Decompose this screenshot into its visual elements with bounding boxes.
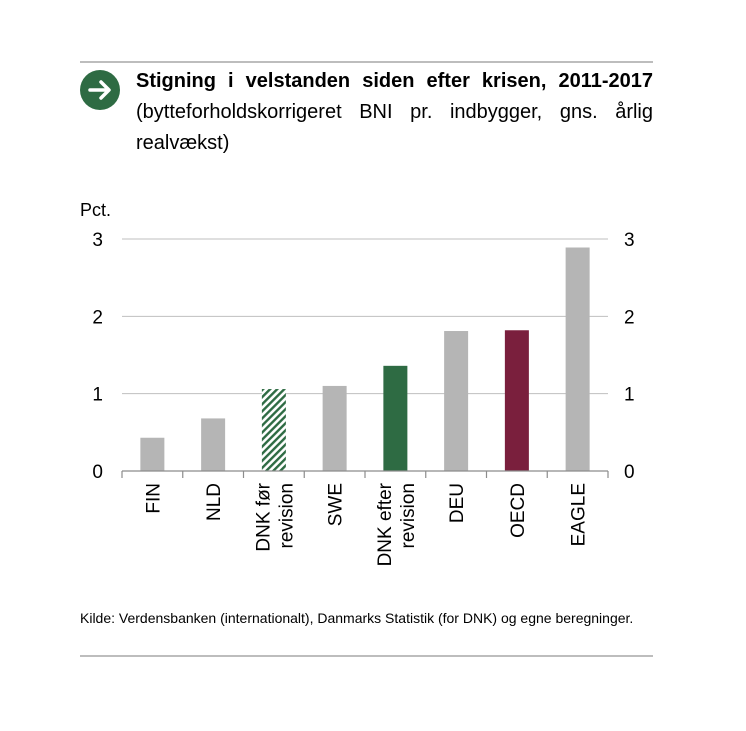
- chart-title-subtitle: (bytteforholdskorrigeret BNI pr. indbygg…: [136, 101, 653, 154]
- top-rule: [80, 61, 653, 63]
- chart-title-bold: Stigning i velstanden siden efter krisen…: [136, 70, 653, 92]
- y-tick-label-left: 0: [92, 462, 103, 483]
- chart-title: Stigning i velstanden siden efter krisen…: [136, 66, 653, 159]
- y-tick-label-left: 1: [92, 385, 103, 406]
- x-tick-label: DEU: [447, 483, 468, 523]
- x-tick-label: DNK før: [253, 482, 274, 551]
- x-tick-label: revision: [276, 483, 297, 548]
- bar-nld: [201, 418, 226, 471]
- y-axis-title: Pct.: [80, 200, 111, 220]
- x-tick-label: DNK efter: [375, 482, 396, 566]
- arrow-right-icon: [80, 70, 120, 110]
- bar-swe: [322, 385, 347, 471]
- x-tick-label: SWE: [326, 483, 347, 526]
- y-tick-label-right: 1: [624, 385, 635, 406]
- x-tick-label: NLD: [204, 483, 225, 521]
- y-tick-label-right: 2: [624, 307, 635, 328]
- y-tick-label-left: 2: [92, 307, 103, 328]
- y-tick-label-right: 3: [624, 230, 635, 251]
- y-tick-label-right: 0: [624, 462, 635, 483]
- x-tick-label: OECD: [508, 483, 529, 538]
- bar-deu: [444, 331, 469, 471]
- bar-fin: [140, 437, 165, 471]
- bar-eagle: [565, 247, 590, 471]
- x-tick-label: FIN: [143, 483, 164, 514]
- y-tick-label-left: 3: [92, 230, 103, 251]
- bar-dnk-efter-revision: [383, 365, 408, 471]
- bar-dnk-før-revision: [261, 389, 286, 471]
- source-note: Kilde: Verdensbanken (internationalt), D…: [80, 610, 634, 626]
- x-tick-label: EAGLE: [569, 483, 590, 546]
- bottom-rule: [80, 655, 653, 657]
- x-tick-label: revision: [398, 483, 419, 548]
- bar-oecd: [504, 330, 529, 471]
